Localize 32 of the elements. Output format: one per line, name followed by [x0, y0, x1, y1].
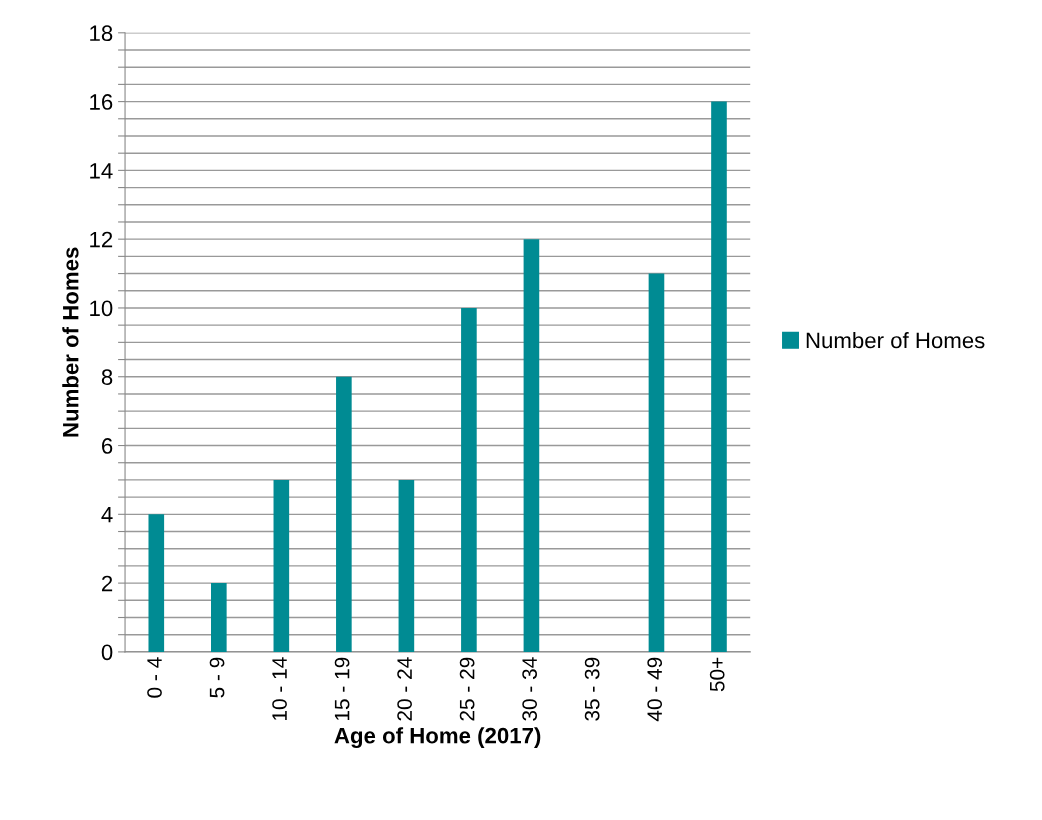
bar [148, 514, 165, 652]
y-tick-label: 12 [90, 231, 113, 248]
bar [336, 376, 352, 652]
bar [648, 273, 665, 652]
y-tick-label: 4 [101, 507, 113, 523]
bar [211, 583, 227, 652]
y-tick-label: 2 [101, 575, 113, 592]
x-tick-label: 40 - 49 [647, 657, 663, 722]
x-tick-label: 30 - 34 [522, 657, 538, 721]
y-tick-label: 18 [90, 25, 113, 42]
x-tick-label: 15 - 19 [334, 657, 350, 721]
x-tick-label: 5 - 9 [209, 657, 225, 698]
y-axis-title: Number of Homes [62, 247, 79, 437]
bar [273, 479, 290, 652]
bar [398, 479, 415, 652]
x-tick-label: 35 - 39 [584, 657, 600, 721]
y-tick-label: 10 [90, 300, 113, 317]
x-tick-label: 25 - 29 [459, 657, 475, 721]
x-tick-label: 50+ [709, 657, 725, 692]
legend-label: Number of Homes [806, 331, 985, 349]
bar [461, 307, 477, 652]
bar [523, 239, 540, 652]
y-tick-label: 14 [90, 163, 113, 179]
y-tick-label: 8 [101, 369, 113, 386]
x-tick-label: 20 - 24 [397, 657, 412, 721]
y-tick-label: 6 [102, 438, 113, 454]
x-axis-title: Age of Home (2017) [334, 727, 541, 748]
x-tick-label: 0 - 4 [147, 657, 162, 698]
y-tick-label: 16 [90, 94, 113, 110]
bar [711, 101, 727, 652]
x-tick-label: 10 - 14 [272, 657, 287, 721]
y-tick-label: 0 [101, 644, 113, 661]
